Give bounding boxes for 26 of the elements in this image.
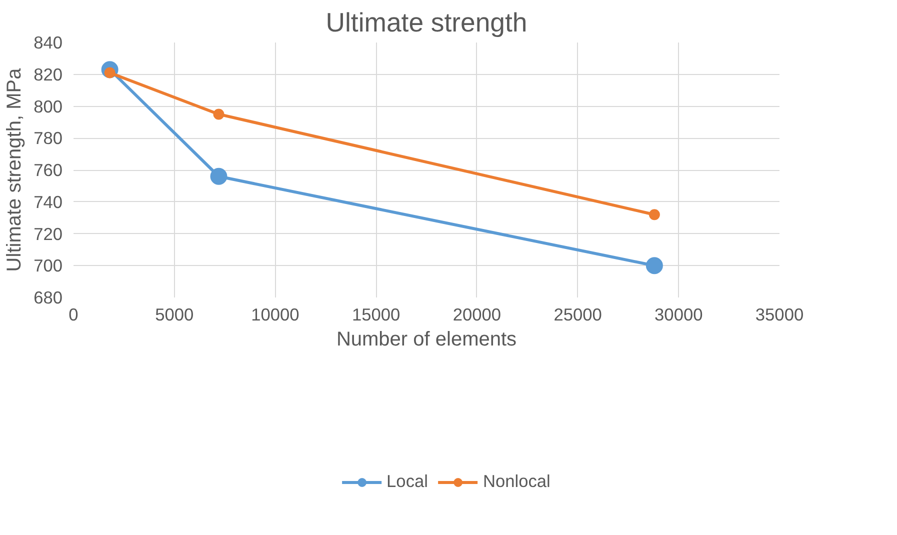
point — [213, 108, 224, 120]
point — [646, 257, 663, 274]
y-tick-label: 820 — [34, 64, 63, 84]
x-axis-title: Number of elements — [336, 328, 517, 350]
y-tick-label: 680 — [34, 288, 63, 308]
chart-title: Ultimate strength — [326, 8, 528, 38]
legend-label: Local — [386, 471, 428, 492]
point — [210, 168, 228, 185]
y-tick-label: 700 — [34, 256, 63, 276]
y-tick-label: 800 — [34, 96, 63, 116]
x-tick-label: 20000 — [452, 304, 502, 324]
y-axis-title: Ultimate strength, MPa — [4, 67, 26, 272]
x-tick-label: 0 — [68, 304, 78, 324]
y-tick-label: 720 — [34, 224, 63, 244]
x-tick-label: 15000 — [352, 304, 400, 324]
x-tick-label: 25000 — [554, 304, 602, 324]
x-tick-label: 30000 — [654, 304, 703, 324]
point — [648, 209, 660, 220]
x-tick-label: 10000 — [251, 304, 300, 324]
y-tick-label: 780 — [34, 128, 63, 148]
x-tick-label: 5000 — [155, 304, 194, 324]
y-tick-label: 840 — [34, 32, 63, 52]
y-tick-label: 760 — [34, 160, 63, 180]
y-tick-label: 740 — [34, 192, 63, 212]
x-tick-label: 35000 — [755, 304, 804, 324]
legend-label: Nonlocal — [482, 471, 550, 492]
